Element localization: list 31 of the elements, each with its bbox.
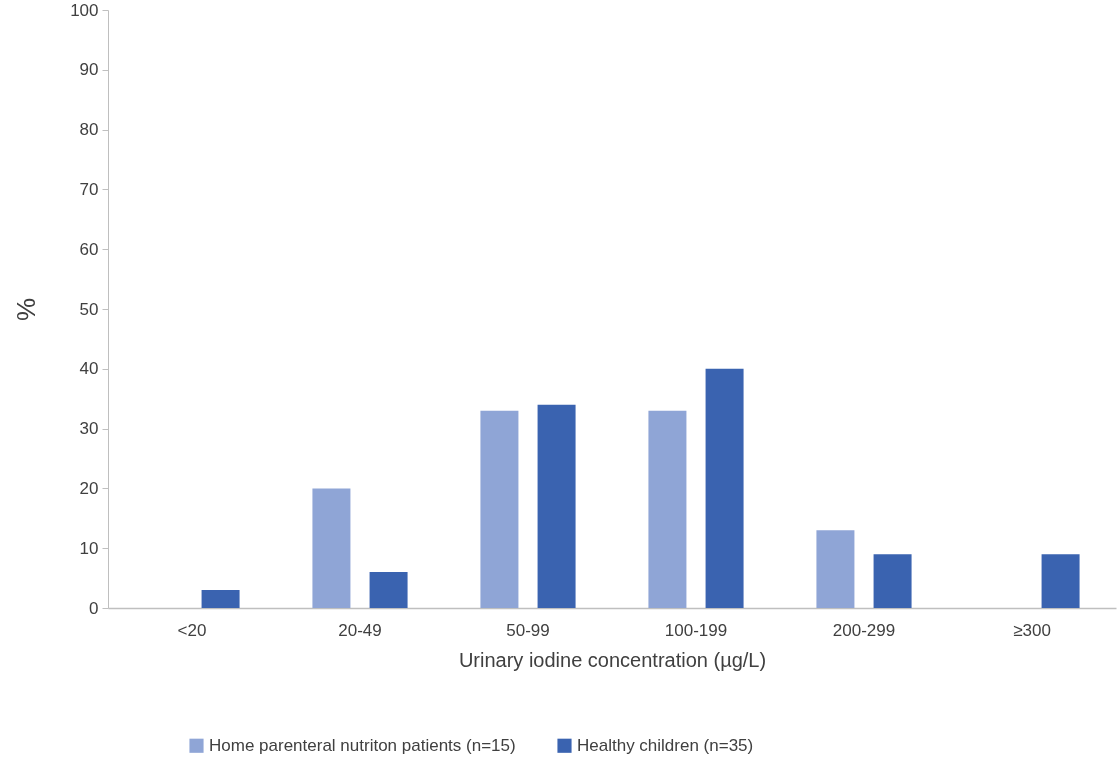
bar	[873, 554, 912, 608]
y-tick-label: 30	[79, 419, 99, 439]
y-tick-label: 60	[79, 239, 99, 259]
y-tick-label: 70	[79, 179, 99, 199]
bar	[648, 410, 687, 608]
x-tick-label: 100-199	[664, 620, 728, 640]
y-tick-label: 20	[79, 478, 99, 498]
y-tick-label: 50	[79, 299, 99, 319]
x-tick-label: ≥300	[1013, 620, 1051, 640]
legend-label: Healthy children (n=35)	[577, 735, 754, 755]
bar	[705, 368, 744, 608]
y-tick-label: 80	[79, 120, 99, 140]
y-tick-label: 10	[79, 538, 99, 558]
bar	[480, 410, 519, 608]
x-tick-label: 20-49	[338, 620, 382, 640]
bar	[1041, 554, 1080, 608]
bar	[537, 404, 576, 608]
y-tick-label: 0	[89, 598, 99, 618]
y-tick-label: 40	[79, 359, 99, 379]
legend-label: Home parenteral nutriton patients (n=15)	[209, 735, 516, 755]
bar	[816, 530, 855, 608]
y-axis-title: %	[11, 297, 42, 322]
y-tick-label: 100	[70, 0, 99, 20]
x-tick-label: 200-299	[832, 620, 896, 640]
bar	[312, 488, 351, 608]
x-axis-title: Urinary iodine concentration (µg/L)	[458, 648, 767, 671]
bar	[369, 572, 408, 608]
y-tick-label: 90	[79, 60, 99, 80]
bar	[201, 590, 240, 608]
x-tick-label: <20	[177, 620, 207, 640]
x-tick-label: 50-99	[506, 620, 550, 640]
